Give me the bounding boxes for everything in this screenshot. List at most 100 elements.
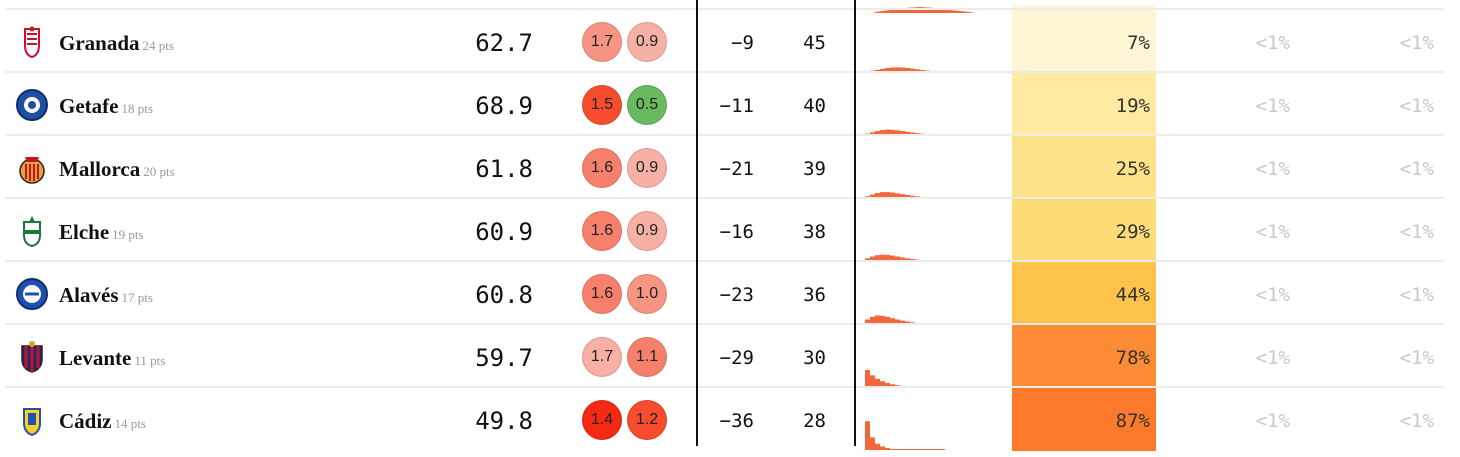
row-divider — [5, 8, 1444, 10]
offense-rating-bubble: 1.5 — [582, 85, 622, 125]
points-distribution-histogram — [865, 254, 980, 261]
team-points: 14 pts — [114, 416, 146, 431]
team-name[interactable]: Mallorca — [59, 157, 141, 181]
histogram-bar — [870, 256, 875, 261]
spi-rating: 60.8 — [475, 281, 533, 309]
win-league-chance: <1% — [1399, 410, 1434, 432]
histogram-bar — [880, 192, 885, 198]
goal-difference: −9 — [731, 32, 754, 54]
histogram-bar — [910, 195, 915, 198]
team-name[interactable]: Getafe — [59, 94, 119, 118]
histogram-bar — [900, 257, 905, 261]
offense-rating-bubble: 1.6 — [582, 274, 622, 314]
row-divider — [5, 323, 1444, 325]
histogram-bar — [915, 69, 920, 72]
relegation-chance: 29% — [1115, 221, 1150, 243]
histogram-bar — [875, 378, 880, 387]
table-row[interactable]: Alavés 17 pts 60.8 1.6 1.0 −23 36 44% <1%… — [0, 262, 1460, 325]
row-divider — [5, 134, 1444, 136]
relegation-heat-cell — [1012, 262, 1156, 325]
histogram-bar — [880, 68, 885, 72]
qualify-ucl-chance: <1% — [1255, 158, 1290, 180]
mallorca-crest-icon — [19, 157, 45, 184]
getafe-crest-icon — [16, 89, 48, 121]
previous-row-fragment — [0, 0, 1460, 13]
team-points: 18 pts — [121, 101, 153, 116]
team-name[interactable]: Elche — [59, 220, 110, 244]
histogram-bar — [900, 320, 905, 324]
qualify-ucl-chance: <1% — [1255, 32, 1290, 54]
spi-rating: 68.9 — [475, 92, 533, 120]
histogram-bar — [900, 130, 905, 135]
histogram-bar — [885, 67, 890, 72]
histogram-bar — [880, 446, 885, 450]
projected-points: 30 — [803, 347, 826, 369]
defense-rating-bubble: 1.0 — [627, 274, 667, 314]
histogram-bar — [890, 192, 895, 198]
histogram-bar — [905, 194, 910, 198]
levante-crest-icon — [21, 341, 43, 373]
row-divider — [5, 197, 1444, 199]
points-distribution-histogram — [865, 421, 945, 450]
relegation-heat-cell — [1012, 136, 1156, 199]
win-league-chance: <1% — [1399, 284, 1434, 306]
histogram-bar — [885, 448, 890, 450]
goal-difference: −29 — [719, 347, 754, 369]
histogram-bar — [895, 130, 900, 135]
goal-difference: −11 — [719, 95, 754, 117]
team-name[interactable]: Alavés — [59, 283, 119, 307]
histogram-bar — [890, 384, 895, 387]
alaves-crest-icon — [16, 278, 48, 310]
histogram-tail — [905, 449, 945, 450]
cadiz-crest-icon — [23, 408, 41, 437]
defense-rating-bubble: 1.1 — [627, 337, 667, 377]
histogram-bar — [905, 67, 910, 72]
row-divider — [5, 260, 1444, 262]
win-league-chance: <1% — [1399, 95, 1434, 117]
histogram-bar — [865, 319, 870, 324]
histogram-bar — [895, 319, 900, 324]
win-league-chance: <1% — [1399, 221, 1434, 243]
table-row[interactable]: Elche 19 pts 60.9 1.6 0.9 −16 38 29% <1% … — [0, 199, 1460, 262]
table-row[interactable]: Getafe 18 pts 68.9 1.5 0.5 −11 40 19% <1%… — [0, 73, 1460, 136]
table-row[interactable]: Cádiz 14 pts 49.8 1.4 1.2 −36 28 87% <1% … — [0, 388, 1460, 451]
histogram-bar — [900, 67, 905, 72]
defense-rating-bubble: 0.9 — [627, 148, 667, 188]
histogram-bar — [885, 129, 890, 135]
histogram-bar — [910, 132, 915, 135]
team-name[interactable]: Granada — [59, 31, 140, 55]
histogram-bar — [905, 131, 910, 135]
histogram-bar — [895, 67, 900, 72]
qualify-ucl-chance: <1% — [1255, 284, 1290, 306]
defense-rating-bubble: 0.5 — [627, 85, 667, 125]
projected-points: 36 — [803, 284, 826, 306]
column-divider-left — [696, 0, 698, 446]
points-distribution-histogram — [865, 315, 975, 324]
spi-rating: 62.7 — [475, 29, 533, 57]
table-row[interactable]: Levante 11 pts 59.7 1.7 1.1 −29 30 78% <1… — [0, 325, 1460, 388]
spi-rating: 60.9 — [475, 218, 533, 246]
defense-rating-bubble: 0.9 — [627, 22, 667, 62]
histogram-bar — [890, 129, 895, 135]
projected-points: 45 — [803, 32, 826, 54]
offense-rating-bubble: 1.7 — [582, 22, 622, 62]
table-row[interactable]: Granada 24 pts 62.7 1.7 0.9 −9 45 7% <1% … — [0, 10, 1460, 73]
histogram-bar — [875, 443, 880, 450]
defense-rating-bubble: 1.2 — [627, 400, 667, 440]
team-points: 20 pts — [143, 164, 175, 179]
relegation-heat-cell — [1012, 73, 1156, 136]
histogram-bar — [895, 449, 900, 450]
histogram-bar — [890, 67, 895, 72]
histogram-bar — [895, 193, 900, 198]
goal-difference: −16 — [719, 221, 754, 243]
team-name[interactable]: Cádiz — [59, 409, 112, 433]
table-row[interactable]: Mallorca 20 pts 61.8 1.6 0.9 −21 39 25% <… — [0, 136, 1460, 199]
relegation-chance: 25% — [1115, 158, 1150, 180]
team-points: 19 pts — [112, 227, 144, 242]
relegation-heat-cell — [1012, 199, 1156, 262]
relegation-chance: 44% — [1115, 284, 1150, 306]
team-cell: Levante 11 pts — [59, 325, 165, 388]
team-name[interactable]: Levante — [59, 346, 132, 370]
offense-rating-bubble: 1.6 — [582, 211, 622, 251]
